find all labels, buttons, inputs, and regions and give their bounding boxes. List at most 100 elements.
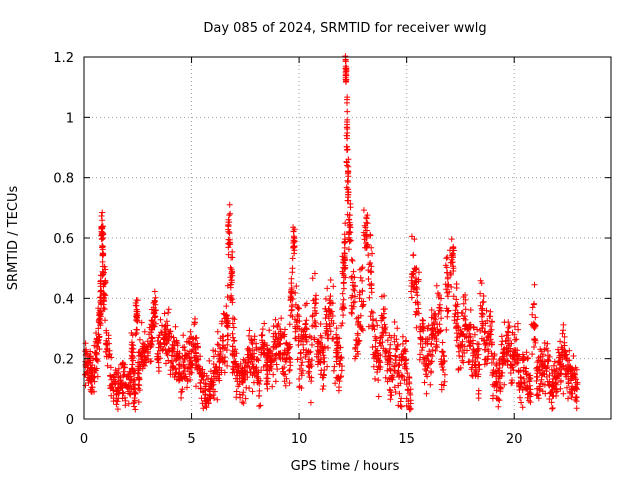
data-point — [82, 371, 89, 378]
data-point — [339, 320, 346, 327]
data-point — [100, 283, 107, 290]
data-point — [141, 362, 148, 369]
data-point — [517, 374, 524, 381]
data-point — [187, 328, 194, 335]
data-point — [258, 367, 265, 374]
data-point — [507, 345, 514, 352]
data-point — [488, 359, 495, 366]
data-point — [549, 405, 556, 412]
data-point — [292, 289, 299, 296]
data-point — [302, 302, 309, 309]
data-point — [184, 384, 190, 391]
data-point — [223, 347, 230, 353]
data-point — [360, 207, 367, 214]
data-point — [359, 264, 366, 271]
data-point — [170, 346, 177, 352]
data-point — [395, 362, 402, 369]
x-tick-label: 15 — [398, 432, 415, 447]
data-point — [472, 352, 479, 359]
data-point — [537, 353, 544, 360]
data-point — [393, 346, 400, 353]
data-point — [370, 323, 377, 330]
data-point — [274, 366, 281, 373]
data-point — [190, 342, 197, 349]
data-point — [283, 375, 290, 382]
data-point — [364, 242, 370, 249]
data-point — [182, 373, 189, 380]
data-point — [319, 386, 326, 393]
data-point — [350, 286, 357, 293]
data-point — [366, 261, 373, 268]
data-point — [365, 267, 372, 274]
data-point — [180, 332, 187, 339]
data-point — [197, 353, 204, 360]
data-point — [388, 334, 395, 341]
data-point — [570, 353, 577, 359]
data-point — [317, 340, 323, 347]
data-point — [287, 293, 294, 300]
data-point — [524, 355, 531, 362]
data-point — [465, 359, 472, 366]
x-tick-label: 0 — [80, 432, 88, 447]
data-point — [479, 299, 486, 306]
data-point — [108, 392, 115, 399]
data-point — [572, 379, 579, 386]
data-point — [395, 402, 402, 409]
data-point — [340, 296, 347, 303]
data-point — [440, 366, 447, 373]
data-point — [100, 270, 107, 277]
data-point — [268, 353, 275, 360]
y-tick-labels: 0 0.2 0.4 0.6 0.8 1 1.2 — [53, 51, 74, 428]
data-point — [193, 383, 199, 390]
data-point — [333, 331, 340, 338]
data-point — [226, 212, 233, 219]
data-point — [303, 317, 310, 324]
data-point — [147, 358, 154, 365]
data-point — [194, 365, 201, 372]
data-point — [348, 302, 355, 309]
data-point — [210, 361, 217, 367]
data-point — [488, 350, 495, 357]
data-point — [386, 361, 393, 368]
data-point — [394, 325, 401, 332]
data-point — [417, 340, 424, 347]
data-point — [92, 367, 99, 374]
data-point — [551, 385, 558, 392]
data-point — [488, 341, 495, 348]
data-point — [511, 331, 518, 338]
data-point — [460, 294, 467, 300]
data-point — [475, 351, 482, 358]
data-point — [194, 343, 201, 350]
data-point — [462, 306, 469, 313]
data-point — [263, 362, 269, 369]
data-point — [326, 321, 333, 328]
data-point — [241, 376, 248, 383]
data-point — [366, 294, 373, 301]
data-point — [292, 301, 299, 308]
data-point — [521, 354, 527, 361]
data-point — [425, 357, 432, 364]
data-point — [450, 243, 457, 250]
data-point — [514, 320, 521, 327]
data-point — [102, 279, 109, 286]
data-point — [515, 326, 522, 333]
data-point — [399, 373, 406, 380]
data-point — [402, 360, 409, 367]
data-point — [480, 293, 487, 299]
data-point — [309, 312, 316, 319]
data-point — [288, 307, 295, 314]
data-point — [287, 359, 294, 366]
data-point — [430, 319, 437, 326]
data-point — [103, 329, 110, 336]
data-point — [426, 336, 432, 343]
data-point — [163, 318, 170, 325]
data-point — [479, 311, 486, 318]
data-point — [215, 351, 222, 358]
data-point — [371, 326, 378, 333]
data-point — [504, 348, 511, 355]
data-point — [409, 280, 416, 287]
data-point — [141, 328, 148, 335]
data-point — [229, 320, 236, 327]
data-point — [103, 353, 110, 360]
data-point — [431, 334, 438, 341]
